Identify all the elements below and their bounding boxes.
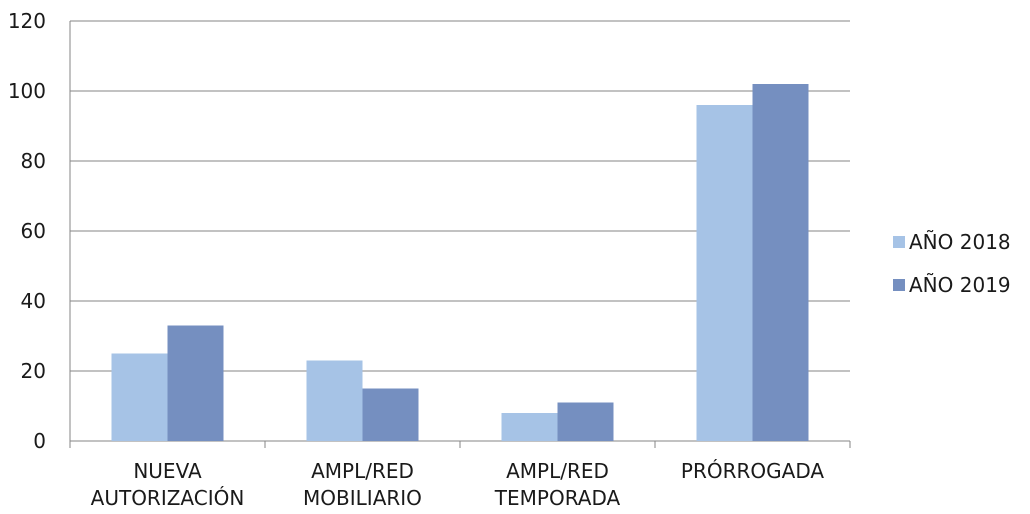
legend-label: AÑO 2019 — [909, 273, 1011, 297]
bar-ano-2018 — [306, 360, 363, 441]
bars — [111, 84, 809, 441]
bar-ano-2019 — [557, 402, 614, 441]
x-category-label: TEMPORADA — [494, 486, 621, 510]
x-category-label: AMPL/RED — [311, 459, 414, 483]
legend-swatch — [893, 236, 905, 248]
x-category-label: AMPL/RED — [506, 459, 609, 483]
bar-ano-2019 — [752, 84, 809, 441]
y-tick-label: 20 — [21, 359, 46, 383]
x-category-label: AUTORIZACIÓN — [91, 486, 245, 510]
x-category-label: PRÓRROGADA — [681, 459, 824, 483]
legend: AÑO 2018 AÑO 2019 — [893, 230, 1011, 297]
y-tick-label: 100 — [8, 79, 46, 103]
y-tick-label: 40 — [21, 289, 46, 313]
x-category-label: MOBILIARIO — [303, 486, 422, 510]
y-tick-label: 60 — [21, 219, 46, 243]
y-tick-label: 120 — [8, 9, 46, 33]
y-tick-label: 80 — [21, 149, 46, 173]
y-tick-label: 0 — [33, 429, 46, 453]
legend-label: AÑO 2018 — [909, 230, 1011, 254]
bar-ano-2018 — [111, 353, 168, 441]
bar-ano-2019 — [362, 388, 419, 441]
bar-ano-2019 — [167, 325, 224, 441]
x-axis-categories: NUEVA AUTORIZACIÓN AMPL/RED MOBILIARIO AMPL/… — [91, 459, 825, 510]
x-category-label: NUEVA — [133, 459, 202, 483]
bar-ano-2018 — [501, 413, 558, 441]
y-axis-ticks: 0 20 40 60 80 100 120 — [8, 9, 46, 453]
bar-ano-2018 — [696, 105, 753, 441]
legend-swatch — [893, 279, 905, 291]
